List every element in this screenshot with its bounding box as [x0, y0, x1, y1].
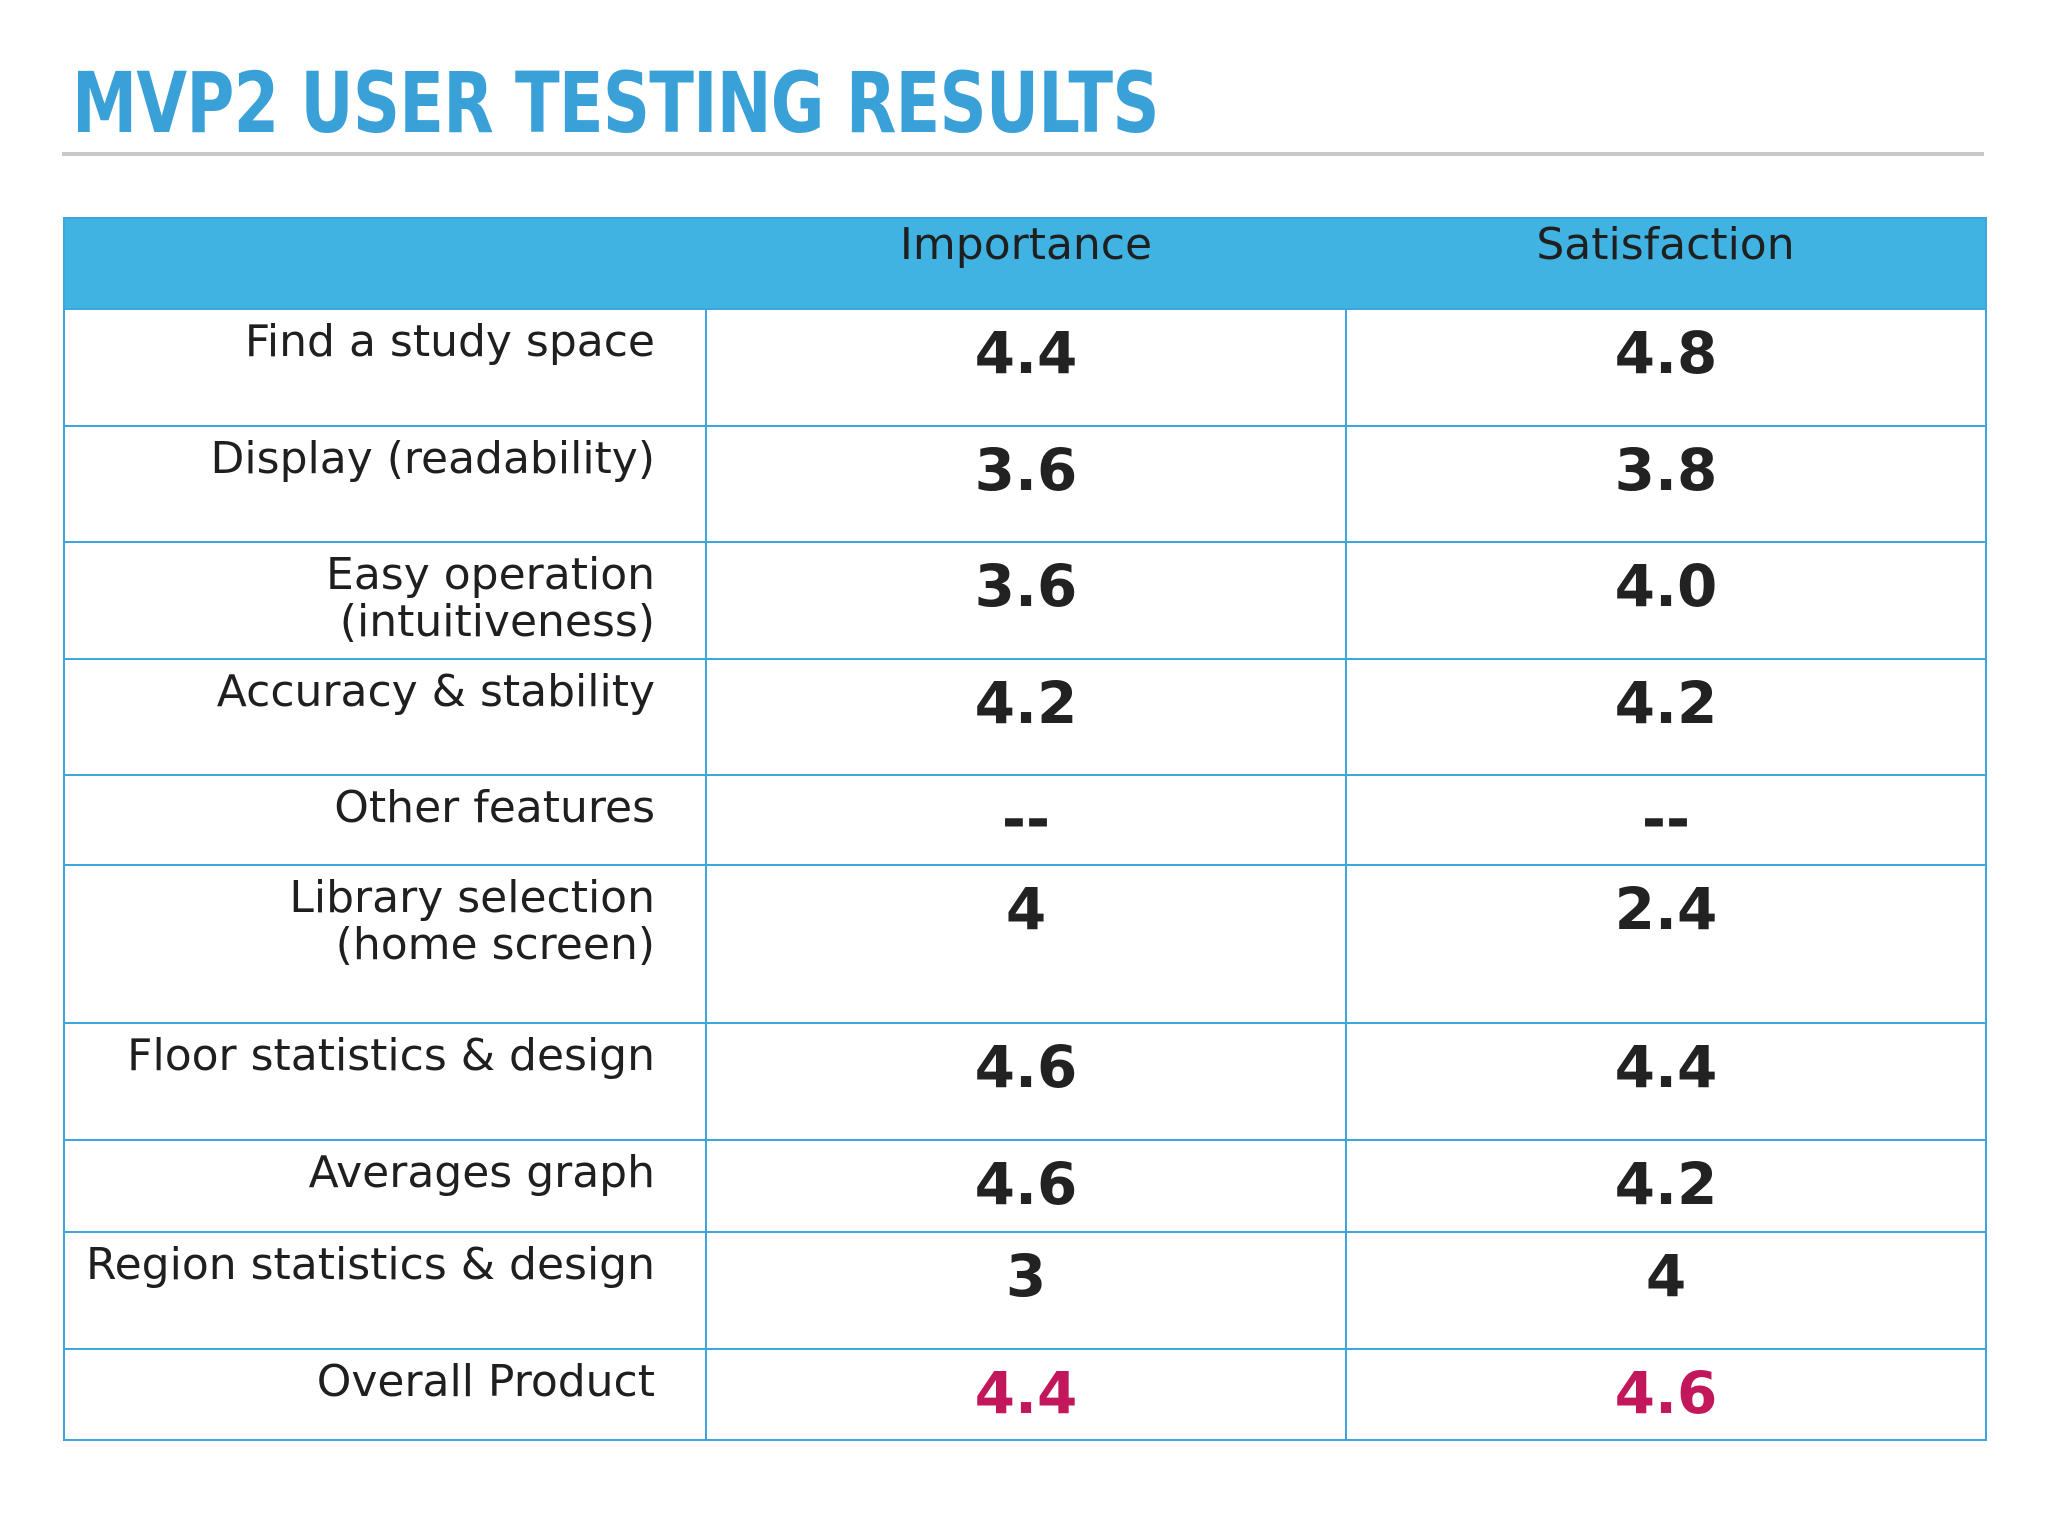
feature-label: Easy operation (intuitiveness) [326, 549, 655, 647]
importance-cell: 3.6 [705, 425, 1347, 543]
importance-cell: 4.2 [705, 658, 1347, 776]
importance-value: 4 [1005, 875, 1047, 943]
importance-value: 4.6 [974, 1033, 1078, 1101]
page-title: MVP2 USER TESTING RESULTS [72, 54, 1160, 152]
table-row: Accuracy & stability 4.2 4.2 [63, 658, 1987, 776]
satisfaction-cell: 4.8 [1345, 308, 1987, 427]
feature-label: Overall Product [316, 1356, 655, 1407]
satisfaction-value: 4.2 [1614, 669, 1718, 737]
overall-satisfaction-value: 4.6 [1614, 1359, 1718, 1427]
satisfaction-value: 4.2 [1614, 1150, 1718, 1218]
table-row: Region statistics & design 3 4 [63, 1231, 1987, 1350]
feature-cell: Region statistics & design [63, 1231, 707, 1350]
feature-cell: Accuracy & stability [63, 658, 707, 776]
importance-value: 4.4 [974, 319, 1078, 387]
table-row: Library selection (home screen) 4 2.4 [63, 864, 1987, 1024]
feature-cell: Other features [63, 774, 707, 866]
feature-label: Averages graph [308, 1147, 655, 1198]
importance-cell: 4.6 [705, 1139, 1347, 1233]
table-row: Averages graph 4.6 4.2 [63, 1139, 1987, 1233]
feature-label: Region statistics & design [86, 1239, 655, 1290]
table-row: Easy operation (intuitiveness) 3.6 4.0 [63, 541, 1987, 660]
importance-value: -- [1001, 785, 1051, 853]
satisfaction-cell: 4.2 [1345, 1139, 1987, 1233]
feature-label: Library selection (home screen) [289, 872, 655, 970]
satisfaction-cell: 4 [1345, 1231, 1987, 1350]
feature-column-header [63, 217, 706, 310]
feature-cell: Overall Product [63, 1348, 707, 1441]
feature-cell: Library selection (home screen) [63, 864, 707, 1024]
importance-value: 4.6 [974, 1150, 1078, 1218]
importance-cell: -- [705, 774, 1347, 866]
table-row: Display (readability) 3.6 3.8 [63, 425, 1987, 543]
overall-importance-value: 4.4 [974, 1359, 1078, 1427]
importance-cell: 4.4 [705, 1348, 1347, 1441]
importance-cell: 3.6 [705, 541, 1347, 660]
feature-cell: Averages graph [63, 1139, 707, 1233]
title-divider [62, 152, 1984, 156]
importance-cell: 3 [705, 1231, 1347, 1350]
importance-value: 4.2 [974, 669, 1078, 737]
importance-value: 3.6 [974, 436, 1078, 504]
feature-cell: Floor statistics & design [63, 1022, 707, 1141]
feature-cell: Display (readability) [63, 425, 707, 543]
table-row: Find a study space 4.4 4.8 [63, 308, 1987, 427]
satisfaction-column-header: Satisfaction [1346, 217, 1987, 310]
feature-label: Display (readability) [210, 433, 655, 484]
importance-column-header: Importance [706, 217, 1346, 310]
importance-cell: 4.4 [705, 308, 1347, 427]
satisfaction-value: 4.8 [1614, 319, 1718, 387]
satisfaction-value: 3.8 [1614, 436, 1718, 504]
satisfaction-value: 4.0 [1614, 552, 1718, 620]
table-header-row: Importance Satisfaction [63, 217, 1987, 310]
satisfaction-value: 2.4 [1614, 875, 1718, 943]
satisfaction-cell: 4.0 [1345, 541, 1987, 660]
satisfaction-value: 4.4 [1614, 1033, 1718, 1101]
table-row: Floor statistics & design 4.6 4.4 [63, 1022, 1987, 1141]
satisfaction-value: -- [1641, 785, 1691, 853]
table-row-overall: Overall Product 4.4 4.6 [63, 1348, 1987, 1441]
feature-cell: Find a study space [63, 308, 707, 427]
importance-cell: 4.6 [705, 1022, 1347, 1141]
satisfaction-cell: 4.6 [1345, 1348, 1987, 1441]
results-table: Importance Satisfaction Find a study spa… [63, 217, 1987, 1441]
satisfaction-value: 4 [1645, 1242, 1687, 1310]
satisfaction-cell: 3.8 [1345, 425, 1987, 543]
feature-label: Accuracy & stability [216, 666, 655, 717]
feature-label: Other features [334, 782, 655, 833]
satisfaction-cell: 4.2 [1345, 658, 1987, 776]
feature-label: Find a study space [244, 316, 655, 367]
satisfaction-cell: 4.4 [1345, 1022, 1987, 1141]
importance-cell: 4 [705, 864, 1347, 1024]
importance-value: 3.6 [974, 552, 1078, 620]
table-row: Other features -- -- [63, 774, 1987, 866]
feature-cell: Easy operation (intuitiveness) [63, 541, 707, 660]
feature-label: Floor statistics & design [127, 1030, 655, 1081]
importance-value: 3 [1005, 1242, 1047, 1310]
satisfaction-cell: -- [1345, 774, 1987, 866]
satisfaction-cell: 2.4 [1345, 864, 1987, 1024]
